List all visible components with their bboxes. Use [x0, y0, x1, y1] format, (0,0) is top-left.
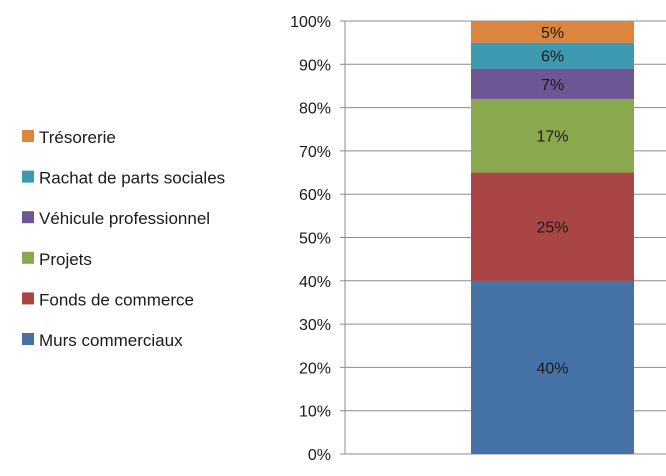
legend-swatch	[22, 333, 34, 345]
legend-swatch	[22, 170, 34, 183]
bar-segment-3	[471, 68, 634, 99]
legend-label: Projets	[39, 250, 92, 269]
legend-item: Fonds de commerce	[22, 290, 194, 309]
legend-item: Trésorerie	[22, 128, 116, 147]
bar-segment-0	[471, 280, 634, 454]
legend-label: Fonds de commerce	[39, 290, 194, 309]
y-axis: 0% 10% 20% 30% 40% 50% 60% 70% 80% 90% 100%	[290, 14, 666, 464]
data-label: 17%	[536, 129, 568, 146]
y-tick-label: 50%	[299, 231, 331, 248]
y-tick-label: 100%	[290, 14, 331, 31]
y-tick-label: 70%	[299, 144, 331, 161]
legend-label: Véhicule professionnel	[39, 209, 210, 228]
legend-swatch	[22, 251, 34, 264]
data-label: 25%	[536, 220, 568, 237]
legend-label: Trésorerie	[39, 128, 116, 147]
legend: Trésorerie Rachat de parts sociales Véhicu…	[22, 128, 225, 350]
legend-item: Murs commerciaux	[22, 331, 183, 350]
data-label: 5%	[541, 25, 564, 42]
data-label: 6%	[541, 49, 564, 66]
y-tick-label: 10%	[299, 404, 331, 421]
legend-item: Rachat de parts sociales	[22, 169, 225, 188]
y-tick-label: 80%	[299, 101, 331, 118]
y-tick-label: 40%	[299, 274, 331, 291]
y-tick-label: 60%	[299, 187, 331, 204]
y-tick-label: 20%	[299, 360, 331, 377]
bar-segment-5	[471, 21, 634, 43]
legend-swatch	[22, 292, 34, 305]
y-tick-label: 30%	[299, 317, 331, 334]
legend-label: Rachat de parts sociales	[39, 169, 225, 188]
bar-segment-4	[471, 42, 634, 69]
bar-stack: 40% 25% 17% 7% 6% 5%	[471, 21, 634, 454]
legend-swatch	[22, 211, 34, 224]
data-label: 40%	[536, 360, 568, 377]
y-tick-label: 90%	[299, 57, 331, 74]
bar-segment-1	[471, 172, 634, 281]
legend-label: Murs commerciaux	[39, 331, 183, 350]
y-tick-label: 0%	[308, 447, 331, 464]
data-label: 7%	[541, 77, 564, 94]
bar-segment-2	[471, 98, 634, 173]
legend-item: Véhicule professionnel	[22, 209, 210, 228]
legend-item: Projets	[22, 250, 92, 269]
legend-swatch	[22, 130, 34, 142]
